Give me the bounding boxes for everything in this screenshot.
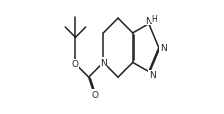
Text: O: O	[92, 90, 99, 99]
Text: H: H	[152, 14, 157, 23]
Text: N: N	[160, 44, 167, 53]
Text: O: O	[72, 60, 79, 69]
Text: N: N	[100, 58, 107, 67]
Text: N: N	[149, 71, 156, 80]
Text: N: N	[145, 17, 152, 26]
